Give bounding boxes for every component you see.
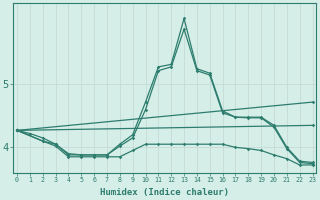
X-axis label: Humidex (Indice chaleur): Humidex (Indice chaleur) — [100, 188, 229, 197]
